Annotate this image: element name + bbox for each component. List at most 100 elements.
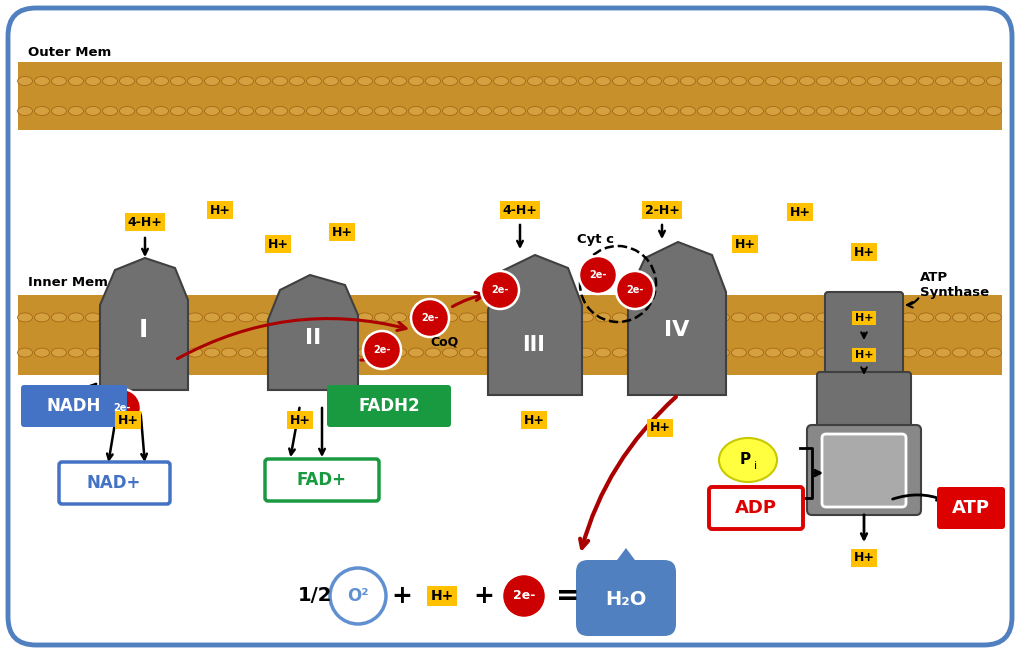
Ellipse shape (137, 76, 152, 86)
Text: P: P (739, 453, 750, 468)
Ellipse shape (611, 348, 627, 357)
Ellipse shape (527, 106, 542, 116)
Ellipse shape (901, 313, 916, 322)
Ellipse shape (510, 348, 525, 357)
Ellipse shape (391, 313, 407, 322)
Ellipse shape (340, 313, 356, 322)
Circle shape (363, 331, 400, 369)
Ellipse shape (102, 106, 117, 116)
Ellipse shape (578, 313, 593, 322)
Ellipse shape (934, 313, 950, 322)
Ellipse shape (289, 76, 305, 86)
Text: NADH: NADH (47, 397, 101, 415)
FancyBboxPatch shape (806, 425, 920, 515)
Ellipse shape (731, 106, 746, 116)
Ellipse shape (646, 76, 661, 86)
Ellipse shape (68, 313, 84, 322)
Ellipse shape (985, 76, 1001, 86)
Ellipse shape (748, 348, 763, 357)
Text: 2e-: 2e- (589, 270, 606, 280)
FancyBboxPatch shape (708, 487, 802, 529)
Text: Inner Mem: Inner Mem (28, 276, 108, 289)
Ellipse shape (560, 348, 576, 357)
Ellipse shape (697, 313, 712, 322)
Ellipse shape (578, 76, 593, 86)
Ellipse shape (595, 313, 610, 322)
Ellipse shape (17, 348, 33, 357)
Bar (18, 62, 1001, 130)
Ellipse shape (595, 76, 610, 86)
Text: 1/2: 1/2 (298, 586, 332, 605)
Ellipse shape (731, 313, 746, 322)
Ellipse shape (595, 106, 610, 116)
Ellipse shape (934, 76, 950, 86)
Ellipse shape (204, 76, 219, 86)
Ellipse shape (815, 106, 830, 116)
Ellipse shape (815, 348, 830, 357)
Text: 2e-: 2e- (491, 285, 508, 295)
Ellipse shape (952, 348, 967, 357)
Ellipse shape (629, 348, 644, 357)
Ellipse shape (544, 76, 559, 86)
Ellipse shape (611, 76, 627, 86)
Ellipse shape (272, 348, 287, 357)
Text: +: + (473, 584, 494, 608)
Ellipse shape (662, 76, 678, 86)
Ellipse shape (255, 313, 270, 322)
Text: +: + (391, 584, 412, 608)
Text: 4-H+: 4-H+ (127, 215, 162, 229)
Text: H+: H+ (789, 206, 810, 219)
Ellipse shape (221, 313, 236, 322)
Text: 2e-: 2e- (513, 590, 535, 603)
Ellipse shape (866, 76, 881, 86)
Ellipse shape (86, 313, 101, 322)
Ellipse shape (357, 313, 372, 322)
Text: 4-H+: 4-H+ (502, 204, 537, 217)
Text: IV: IV (663, 320, 689, 340)
Ellipse shape (340, 106, 356, 116)
Ellipse shape (680, 106, 695, 116)
Text: H+: H+ (267, 238, 288, 251)
Ellipse shape (646, 313, 661, 322)
Ellipse shape (35, 313, 50, 322)
Ellipse shape (119, 348, 135, 357)
Ellipse shape (782, 76, 797, 86)
Text: H+: H+ (331, 225, 353, 238)
Ellipse shape (782, 348, 797, 357)
Ellipse shape (748, 106, 763, 116)
Ellipse shape (442, 76, 458, 86)
Ellipse shape (883, 348, 899, 357)
Ellipse shape (289, 313, 305, 322)
Circle shape (411, 299, 448, 337)
Ellipse shape (833, 76, 848, 86)
Text: Outer Mem: Outer Mem (28, 46, 111, 59)
Ellipse shape (153, 76, 168, 86)
Ellipse shape (238, 348, 254, 357)
Ellipse shape (866, 348, 881, 357)
Ellipse shape (527, 348, 542, 357)
Ellipse shape (510, 76, 525, 86)
Circle shape (501, 574, 545, 618)
Ellipse shape (51, 348, 66, 357)
Ellipse shape (68, 106, 84, 116)
Ellipse shape (646, 348, 661, 357)
Ellipse shape (782, 106, 797, 116)
Polygon shape (100, 258, 187, 390)
Text: H+: H+ (430, 589, 453, 603)
Ellipse shape (629, 106, 644, 116)
Ellipse shape (815, 313, 830, 322)
Ellipse shape (323, 348, 338, 357)
Ellipse shape (425, 76, 440, 86)
Ellipse shape (493, 313, 508, 322)
Ellipse shape (187, 313, 203, 322)
Text: III: III (522, 335, 545, 355)
Ellipse shape (272, 76, 287, 86)
Circle shape (103, 389, 141, 427)
Ellipse shape (799, 106, 814, 116)
Ellipse shape (137, 106, 152, 116)
Ellipse shape (459, 76, 474, 86)
Ellipse shape (782, 313, 797, 322)
Ellipse shape (917, 348, 932, 357)
Ellipse shape (968, 313, 983, 322)
Ellipse shape (833, 348, 848, 357)
